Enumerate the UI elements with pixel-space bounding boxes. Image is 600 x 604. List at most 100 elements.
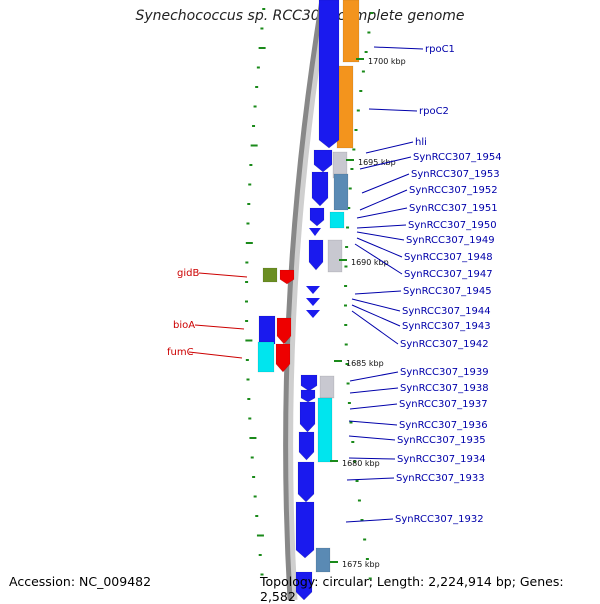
gene-label: SynRCC307_1934 [397, 454, 486, 465]
minor-tick [248, 417, 252, 420]
gene-feature [333, 173, 349, 211]
gene-feature [275, 343, 291, 373]
map-title: Synechococcus sp. RCC307, complete genom… [135, 8, 465, 24]
minor-tick [364, 51, 368, 53]
gene-feature [317, 397, 333, 463]
minor-tick [245, 281, 249, 283]
gene-feature [262, 267, 278, 283]
gene-feature [319, 375, 335, 399]
leader-line [354, 243, 403, 275]
minor-tick [355, 480, 359, 482]
gene-feature [306, 286, 320, 294]
minor-tick [256, 66, 260, 69]
scale-tick [330, 460, 338, 462]
leader-line [356, 231, 405, 241]
minor-tick [346, 382, 350, 385]
leader-line [349, 371, 399, 382]
scale-tick [339, 259, 347, 261]
minor-tick [353, 460, 357, 463]
minor-tick [357, 499, 361, 502]
minor-tick [247, 203, 251, 205]
gene-feature [318, 0, 340, 149]
leader-line [348, 457, 396, 460]
gene-feature [315, 547, 331, 573]
minor-tick [351, 441, 355, 443]
leader-line [351, 310, 399, 345]
leader-line [356, 207, 408, 219]
leader-line [354, 290, 402, 295]
minor-tick [246, 378, 250, 381]
gene-feature [313, 149, 333, 173]
gene-label: SynRCC307_1947 [404, 269, 493, 280]
scale-label: 1680 kbp [342, 459, 380, 468]
minor-tick [344, 265, 348, 268]
gene-label: hli [415, 137, 427, 148]
backbone-line [283, 0, 325, 600]
backbone-shadow [284, 0, 330, 600]
gene-feature [300, 374, 318, 392]
minor-tick [361, 70, 365, 73]
minor-tick [249, 164, 253, 166]
minor-tick [345, 363, 349, 365]
gene-label: rpoC1 [425, 44, 455, 55]
gene-feature [298, 431, 315, 461]
scale-label: 1690 kbp [351, 258, 389, 267]
minor-tick [245, 359, 249, 361]
gene-feature [311, 171, 329, 207]
leader-line [198, 272, 248, 278]
minor-tick [344, 285, 348, 287]
gene-label: SynRCC307_1944 [402, 306, 491, 317]
gene-label: SynRCC307_1932 [395, 514, 484, 525]
gene-label: SynRCC307_1939 [400, 367, 489, 378]
leader-line [368, 108, 418, 112]
gene-feature [279, 269, 295, 285]
minor-tick [344, 304, 348, 307]
leader-line [373, 46, 424, 50]
gene-label: SynRCC307_1937 [399, 399, 488, 410]
minor-ticks-right [344, 12, 374, 580]
minor-tick [347, 402, 351, 404]
minor-tick [363, 538, 367, 541]
leader-line [356, 224, 407, 229]
gene-label: SynRCC307_1936 [399, 420, 488, 431]
minor-tick [262, 8, 266, 10]
scale-tick [334, 360, 342, 362]
scale-label: 1685 kbp [346, 359, 384, 368]
gene-feature [276, 317, 292, 345]
gene-feature [295, 571, 313, 600]
minor-tick [252, 125, 256, 127]
minor-tick [346, 226, 350, 229]
minor-tick [356, 109, 360, 112]
gene-feature [306, 310, 320, 318]
gene-feature [300, 389, 316, 403]
gene-feature [308, 239, 324, 271]
gene-label: SynRCC307_1943 [402, 321, 491, 332]
leader-line [188, 351, 243, 359]
leader-line [359, 156, 412, 170]
minor-tick [255, 515, 259, 517]
gene-feature [295, 501, 315, 559]
leader-line [349, 387, 399, 394]
minor-tick [368, 577, 372, 580]
gene-label: SynRCC307_1948 [404, 252, 493, 263]
minor-ticks-left [245, 8, 266, 576]
minor-tick [250, 144, 258, 147]
gene-feature [336, 65, 354, 149]
gene-label: SynRCC307_1945 [403, 286, 492, 297]
gene-feature [329, 211, 345, 229]
gene-feature [309, 228, 321, 236]
gene-label: gidB [177, 268, 199, 279]
gene-label: SynRCC307_1949 [406, 235, 495, 246]
backbone [283, 0, 330, 600]
minor-tick [344, 343, 348, 346]
minor-tick [248, 183, 252, 186]
scale-tick [330, 561, 338, 563]
minor-tick [245, 339, 253, 342]
minor-tick [252, 476, 256, 478]
gene-feature [309, 207, 325, 227]
gene-feature [297, 461, 315, 503]
minor-tick [245, 320, 249, 322]
gene-labels-right: rpoC1 rpoC2 hli SynRCC307_1954 SynRCC307_195… [345, 44, 502, 525]
minor-tick [367, 31, 371, 34]
minor-tick [354, 129, 358, 131]
